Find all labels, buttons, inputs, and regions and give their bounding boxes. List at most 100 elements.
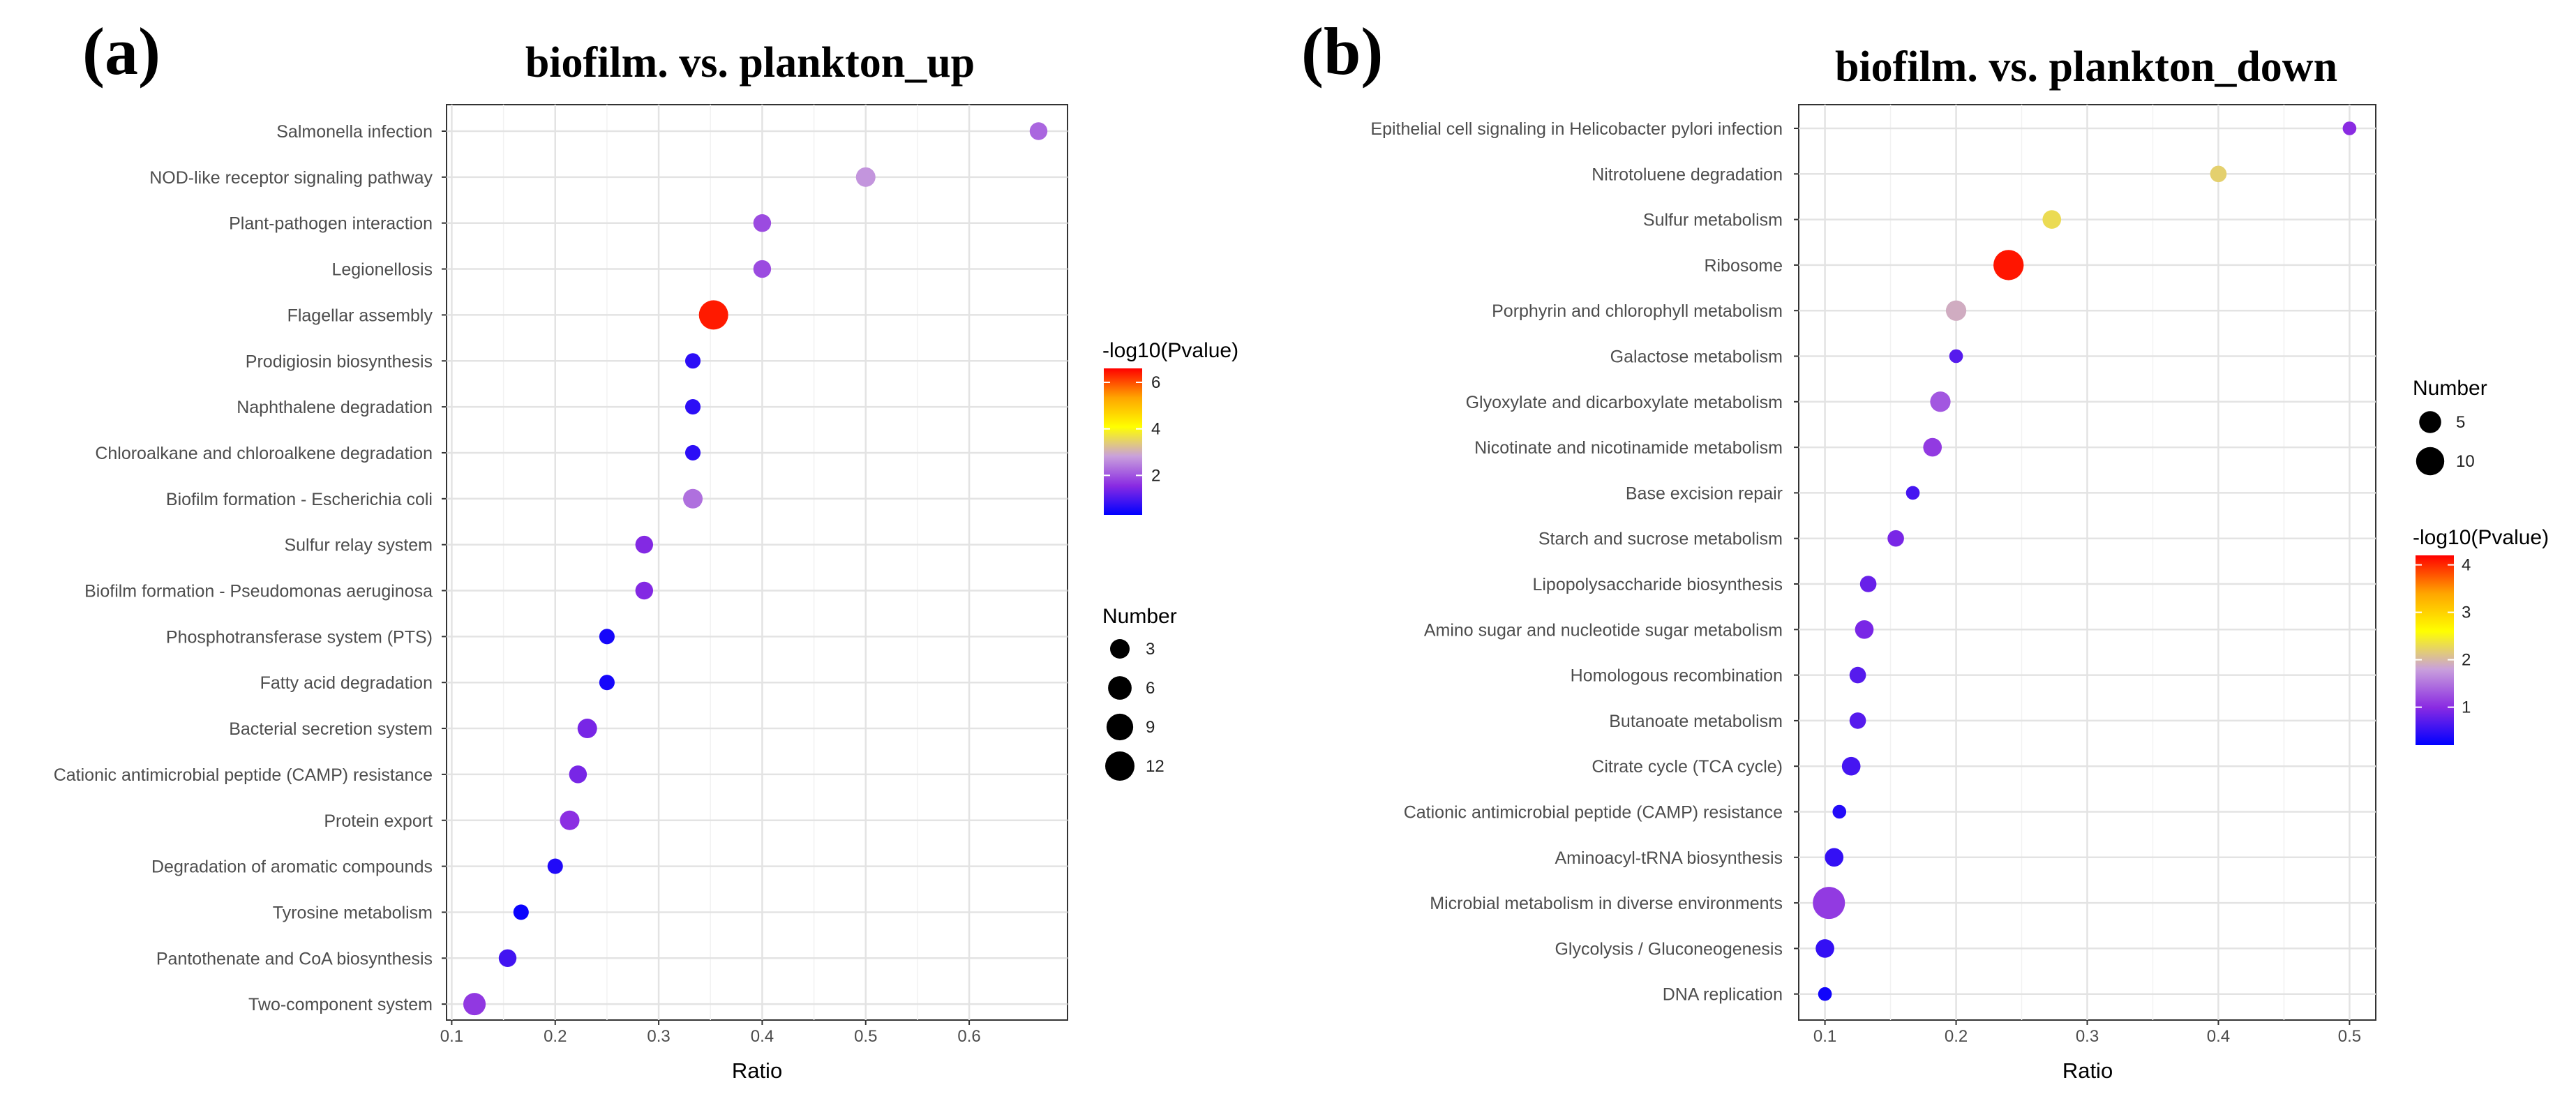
panel-b-colorbar-label: 2	[2462, 651, 2471, 670]
panel-a-category-label: Fatty acid degradation	[260, 673, 433, 693]
panel-a-point	[1029, 122, 1048, 140]
panel-a-point	[513, 904, 529, 920]
panel-b-category-label: Aminoacyl-tRNA biosynthesis	[1555, 848, 1783, 868]
panel-b-xtick-label: 0.1	[1813, 1027, 1836, 1046]
panel-b-point	[1930, 391, 1951, 412]
panel-b: (b) biofilm. vs. plankton_down Epithelia…	[1301, 14, 2549, 1083]
panel-a-size-legend-title: Number	[1102, 605, 1177, 628]
panel-a-category-label: Prodigiosin biosynthesis	[246, 352, 433, 371]
panel-a-category-label: Flagellar assembly	[287, 306, 433, 325]
panel-b-category-label: Lipopolysaccharide biosynthesis	[1532, 575, 1783, 594]
panel-b-point	[1859, 576, 1877, 592]
panel-b-category-label: Butanoate metabolism	[1609, 712, 1783, 731]
panel-a-point	[684, 444, 701, 460]
panel-b-point	[2342, 121, 2357, 135]
panel-b-category-label: Nicotinate and nicotinamide metabolism	[1474, 438, 1783, 458]
panel-a-size-legend-label: 9	[1146, 718, 1155, 737]
panel-a-point	[547, 858, 563, 874]
panel-a-size-legend-dot	[1108, 676, 1132, 700]
panel-a-category-label: Two-component system	[248, 995, 433, 1014]
panel-a-letter: (a)	[82, 14, 160, 89]
panel-b-letter: (b)	[1301, 14, 1383, 89]
panel-b-size-legend-label: 5	[2456, 413, 2465, 432]
panel-b-xtick-label: 0.4	[2207, 1027, 2230, 1046]
panel-a-xtick-label: 0.4	[751, 1027, 774, 1046]
panel-b-point	[1849, 666, 1866, 684]
panel-a-xlabel: Ratio	[732, 1058, 782, 1083]
panel-b-size-legend-dot	[2419, 411, 2441, 433]
panel-b-size-legend-dot	[2416, 447, 2445, 476]
panel-a-category-label: Cationic antimicrobial peptide (CAMP) re…	[54, 765, 433, 785]
panel-a-point	[569, 765, 587, 784]
panel-b-xtick-label: 0.3	[2076, 1027, 2099, 1046]
panel-b-color-legend-title: -log10(Pvalue)	[2413, 526, 2549, 549]
panel-a-size-legend-dot	[1110, 639, 1130, 659]
panel-b-point	[1832, 804, 1847, 819]
panel-a-x-ticks: 0.1 0.2 0.3 0.4 0.5 0.6	[440, 1020, 981, 1046]
panel-b-point	[1993, 250, 2024, 280]
panel-a-color-legend-title: -log10(Pvalue)	[1102, 339, 1238, 362]
panel-a: (a) biofilm. vs. plankton_up Salmonella …	[54, 14, 1238, 1083]
panel-b-size-legend: Number 5 10	[2413, 377, 2487, 476]
panel-b-category-label: Ribosome	[1704, 256, 1783, 276]
panel-b-point	[1825, 848, 1844, 867]
panel-a-size-legend-label: 6	[1146, 679, 1155, 698]
panel-a-category-label: Biofilm formation - Pseudomonas aerugino…	[84, 582, 433, 601]
panel-b-category-label: Epithelial cell signaling in Helicobacte…	[1370, 119, 1783, 139]
panel-b-y-labels: Epithelial cell signaling in Helicobacte…	[1370, 119, 1799, 1005]
panel-a-points	[463, 122, 1048, 1016]
panel-b-category-label: Amino sugar and nucleotide sugar metabol…	[1424, 620, 1783, 640]
panel-a-point	[635, 535, 654, 554]
panel-a-category-label: NOD-like receptor signaling pathway	[149, 168, 433, 188]
panel-b-points	[1813, 121, 2357, 1001]
panel-b-category-label: Cationic antimicrobial peptide (CAMP) re…	[1404, 803, 1783, 823]
panel-b-colorbar-label: 3	[2462, 604, 2471, 622]
panel-a-y-labels: Salmonella infection NOD-like receptor si…	[54, 122, 447, 1014]
panel-b-point	[1945, 300, 1967, 321]
panel-b-category-label: Porphyrin and chlorophyll metabolism	[1492, 301, 1783, 321]
panel-b-category-label: Nitrotoluene degradation	[1592, 165, 1783, 184]
panel-a-category-label: Pantothenate and CoA biosynthesis	[156, 949, 433, 968]
panel-b-xlabel: Ratio	[2062, 1058, 2113, 1083]
panel-a-plot-area	[446, 104, 1068, 1021]
panel-b-grid	[1799, 105, 2376, 1020]
panel-b-title: biofilm. vs. plankton_down	[1835, 43, 2337, 91]
panel-a-category-label: Tyrosine metabolism	[273, 903, 433, 922]
panel-a-xtick-label: 0.2	[544, 1027, 567, 1046]
panel-a-xtick-label: 0.5	[854, 1027, 877, 1046]
panel-b-point	[1887, 530, 1904, 547]
panel-a-category-label: Biofilm formation - Escherichia coli	[166, 490, 433, 509]
panel-b-point	[1813, 887, 1845, 920]
panel-a-colorbar-label: 6	[1151, 373, 1160, 392]
panel-a-point	[463, 993, 486, 1016]
panel-a-category-label: Chloroalkane and chloroalkene degradatio…	[95, 444, 433, 463]
panel-b-color-legend: -log10(Pvalue) 1 2 3 4	[2413, 526, 2549, 745]
panel-b-category-label: Base excision repair	[1626, 484, 1783, 503]
panel-b-colorbar-label: 4	[2462, 556, 2471, 575]
panel-a-category-label: Plant-pathogen interaction	[229, 214, 433, 234]
panel-a-category-label: Legionellosis	[331, 260, 433, 280]
panel-b-category-label: Starch and sucrose metabolism	[1538, 530, 1783, 549]
panel-a-colorbar-label: 2	[1151, 466, 1160, 485]
panel-b-category-label: DNA replication	[1663, 985, 1783, 1005]
panel-a-category-label: Bacterial secretion system	[229, 719, 433, 739]
panel-a-point	[855, 167, 876, 187]
panel-a-colorbar-label: 4	[1151, 420, 1160, 439]
panel-a-point	[599, 629, 615, 645]
panel-a-colorbar	[1104, 368, 1142, 515]
panel-a-category-label: Sulfur relay system	[284, 536, 433, 555]
panel-a-xtick-label: 0.6	[957, 1027, 980, 1046]
panel-b-category-label: Microbial metabolism in diverse environm…	[1430, 894, 1783, 913]
panel-b-point	[1815, 939, 1834, 958]
panel-b-size-legend-title: Number	[2413, 377, 2487, 400]
panel-b-size-legend-label: 10	[2456, 452, 2475, 471]
panel-a-xtick-label: 0.3	[647, 1027, 670, 1046]
panel-a-point	[684, 353, 701, 369]
panel-a-title: biofilm. vs. plankton_up	[525, 39, 975, 87]
panel-a-category-label: Naphthalene degradation	[237, 398, 433, 417]
panel-b-point	[1923, 437, 1942, 457]
panel-a-xtick-label: 0.1	[440, 1027, 463, 1046]
panel-b-point	[1841, 756, 1861, 776]
panel-b-category-label: Citrate cycle (TCA cycle)	[1592, 757, 1783, 777]
